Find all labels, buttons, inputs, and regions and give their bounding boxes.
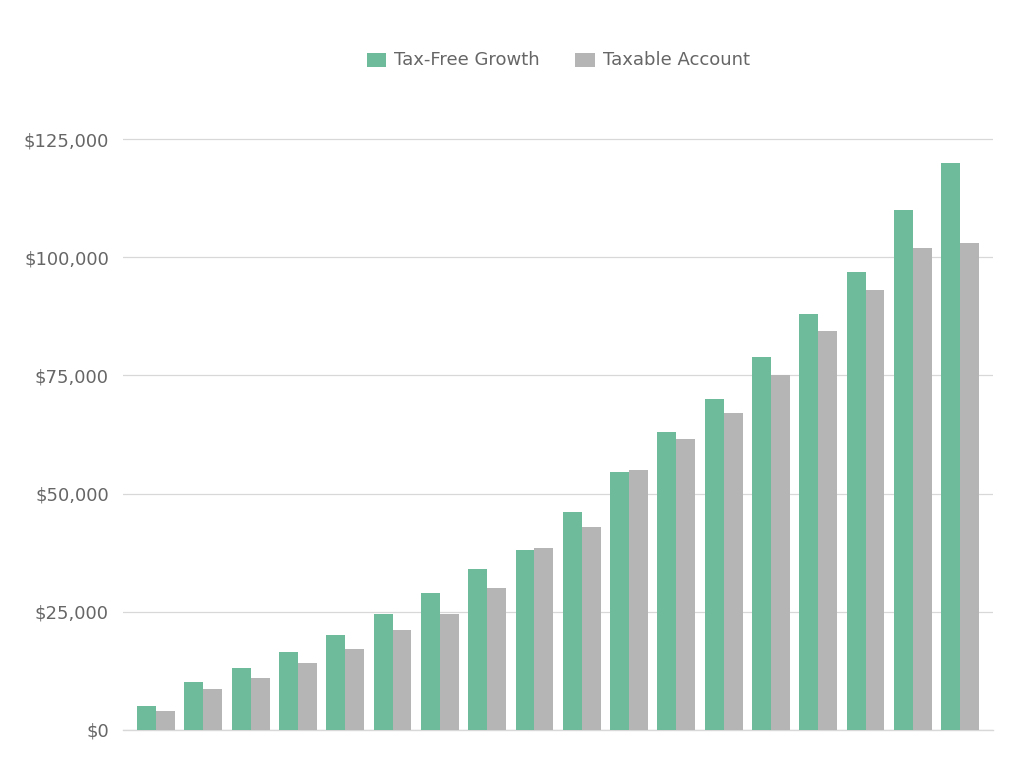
Bar: [440, 614, 459, 730]
Bar: [374, 614, 392, 730]
Bar: [468, 569, 487, 730]
Bar: [184, 683, 204, 730]
Bar: [231, 668, 251, 730]
Bar: [563, 512, 582, 730]
Bar: [657, 432, 676, 730]
Legend: Tax-Free Growth, Taxable Account: Tax-Free Growth, Taxable Account: [359, 44, 757, 77]
Bar: [961, 243, 979, 730]
Bar: [610, 472, 629, 730]
Bar: [137, 706, 156, 730]
Bar: [752, 356, 771, 730]
Bar: [487, 588, 506, 730]
Bar: [279, 652, 298, 730]
Bar: [392, 631, 412, 730]
Bar: [771, 376, 790, 730]
Bar: [724, 413, 742, 730]
Bar: [298, 664, 316, 730]
Bar: [629, 470, 648, 730]
Bar: [156, 710, 175, 730]
Bar: [345, 649, 365, 730]
Bar: [582, 527, 601, 730]
Bar: [818, 330, 838, 730]
Bar: [941, 163, 961, 730]
Bar: [847, 272, 865, 730]
Bar: [251, 677, 269, 730]
Bar: [894, 210, 912, 730]
Bar: [865, 290, 885, 730]
Bar: [421, 593, 440, 730]
Bar: [705, 399, 724, 730]
Bar: [676, 439, 695, 730]
Bar: [800, 314, 818, 730]
Bar: [535, 548, 553, 730]
Bar: [515, 550, 535, 730]
Bar: [204, 690, 222, 730]
Bar: [912, 248, 932, 730]
Bar: [327, 635, 345, 730]
